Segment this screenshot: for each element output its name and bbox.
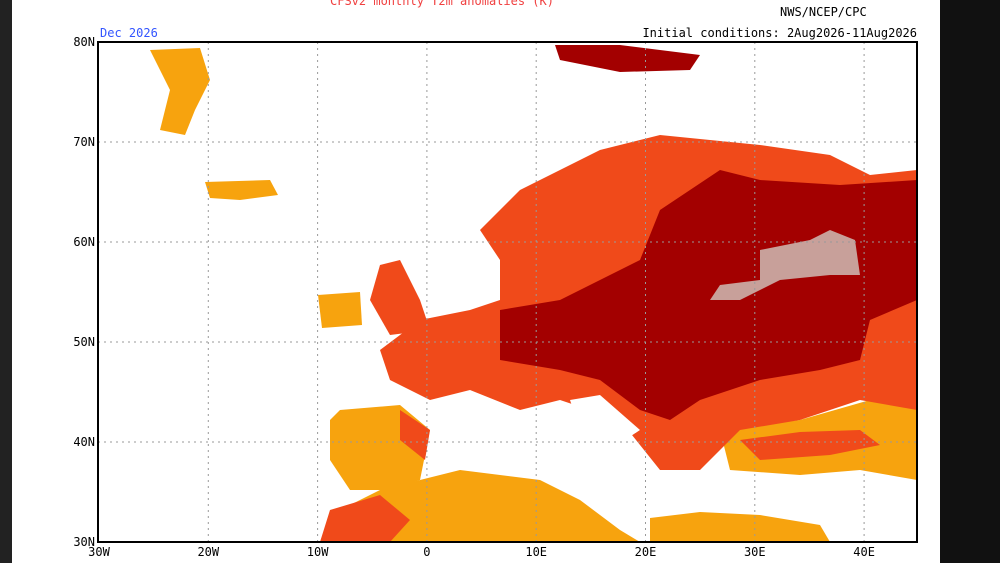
graticule [98, 42, 917, 542]
red-field [740, 430, 880, 460]
map-frame [97, 41, 918, 543]
lat-label: 40N [73, 435, 95, 449]
lon-label: 10E [525, 545, 547, 559]
source: NWS/NCEP/CPC [780, 5, 867, 19]
red-field [400, 410, 430, 460]
lat-label: 60N [73, 235, 95, 249]
orange-field [650, 512, 830, 542]
lon-label: 10W [307, 545, 329, 559]
orange-field [205, 180, 278, 200]
lon-label: 30E [744, 545, 766, 559]
anomaly-fields [150, 45, 917, 542]
lon-label: 30W [88, 545, 110, 559]
lon-label: 20E [635, 545, 657, 559]
dark-red-field [555, 45, 700, 72]
dark-red-field [500, 170, 917, 420]
lat-label: 50N [73, 335, 95, 349]
pink-field [710, 230, 860, 300]
right-edge [940, 0, 1000, 563]
orange-field [318, 292, 362, 328]
lon-label: 20W [197, 545, 219, 559]
initial-conditions: Initial conditions: 2Aug2026-11Aug2026 [642, 26, 917, 40]
lat-label: 30N [73, 535, 95, 549]
orange-field [150, 48, 210, 135]
red-field [370, 260, 430, 335]
left-edge [0, 0, 12, 563]
period: Dec 2026 [100, 26, 158, 40]
red-field [320, 495, 410, 542]
title: CFSv2 monthly T2m anomalies (K) [330, 0, 554, 8]
lat-label: 80N [73, 35, 95, 49]
lon-label: 0 [423, 545, 430, 559]
lon-label: 40E [853, 545, 875, 559]
sea [570, 395, 640, 450]
lat-label: 70N [73, 135, 95, 149]
